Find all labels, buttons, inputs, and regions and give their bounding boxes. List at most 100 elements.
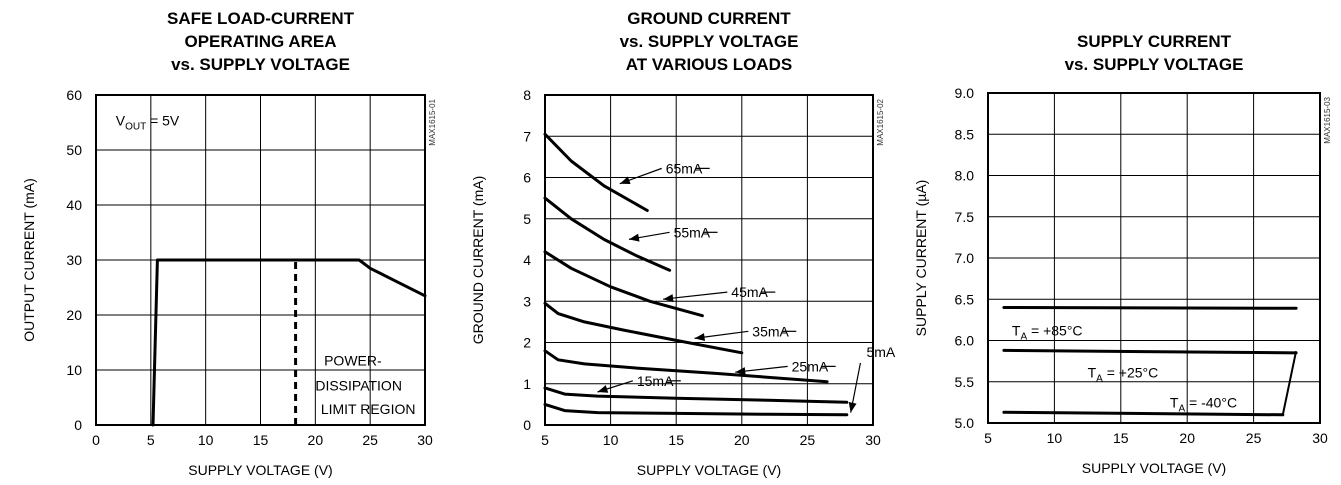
annotation-subscript: A xyxy=(1020,332,1027,343)
chart-title-line: SUPPLY CURRENT xyxy=(1077,32,1232,51)
x-tick-label: 15 xyxy=(1113,430,1129,446)
y-tick-label: 40 xyxy=(66,197,82,213)
x-tick-label: 25 xyxy=(800,432,816,448)
figure-code: MAX1615-02 xyxy=(876,98,885,145)
y-tick-label: 8.0 xyxy=(955,168,975,184)
annotation-label: 45mA xyxy=(731,284,768,300)
annotation-label: VOUT = 5V xyxy=(116,112,180,132)
series-line-4 xyxy=(543,301,744,355)
annotation-label: DISSIPATION xyxy=(315,377,402,393)
y-tick-label: 6.5 xyxy=(955,291,975,307)
x-tick-label: 15 xyxy=(668,432,684,448)
y-tick-label: 60 xyxy=(66,87,82,103)
series-line-1 xyxy=(1002,306,1298,310)
x-tick-label: 5 xyxy=(541,432,549,448)
y-tick-label: 4 xyxy=(523,252,531,268)
plot-frame xyxy=(95,94,426,426)
connector-line xyxy=(1281,351,1298,415)
x-tick-label: 10 xyxy=(1047,430,1063,446)
x-tick-label: 10 xyxy=(198,432,214,448)
chart-title-line: SAFE LOAD-CURRENT xyxy=(167,9,355,28)
annotation-label: LIMIT REGION xyxy=(321,401,416,417)
annotation-subscript: A xyxy=(1178,403,1185,414)
x-tick-label: 25 xyxy=(362,432,378,448)
x-tick-label: 20 xyxy=(734,432,750,448)
chart-title-line: vs. SUPPLY VOLTAGE xyxy=(620,32,799,51)
x-tick-label: 20 xyxy=(1179,430,1195,446)
annotation-label: 15mA xyxy=(637,373,674,389)
y-tick-label: 3 xyxy=(523,293,531,309)
y-tick-label: 7.5 xyxy=(955,209,975,225)
annotation-label: 65mA xyxy=(666,160,703,176)
x-axis-label: SUPPLY VOLTAGE (V) xyxy=(1082,460,1226,476)
series-line-5 xyxy=(543,349,829,384)
annotation-label: POWER- xyxy=(324,353,382,369)
arrowhead xyxy=(694,333,706,342)
x-tick-label: 15 xyxy=(253,432,269,448)
chart-title-line: GROUND CURRENT xyxy=(627,9,791,28)
x-tick-label: 30 xyxy=(1312,430,1328,446)
y-tick-label: 6 xyxy=(523,170,531,186)
annotation-subscript: OUT xyxy=(125,121,146,132)
y-axis-label: SUPPLY CURRENT (µA) xyxy=(913,180,929,337)
x-tick-label: 20 xyxy=(308,432,324,448)
chart-title-line: OPERATING AREA xyxy=(184,32,336,51)
y-tick-label: 50 xyxy=(66,142,82,158)
annotation-tail: = 5V xyxy=(146,112,180,128)
chart-3: SUPPLY CURRENT vs. SUPPLY VOLTAGE 5 10 15 20 2… xyxy=(913,32,1332,476)
figure-code: MAX1615-03 xyxy=(1323,96,1332,143)
annotation-label: TA = +85°C xyxy=(1012,323,1083,343)
chart-title-line: AT VARIOUS LOADS xyxy=(626,55,793,74)
y-tick-label: 8 xyxy=(523,87,531,103)
x-tick-label: 25 xyxy=(1246,430,1262,446)
y-axis-label: GROUND CURRENT (mA) xyxy=(470,176,486,345)
y-tick-label: 30 xyxy=(66,252,82,268)
y-tick-label: 7.0 xyxy=(955,250,975,266)
annotation-label: 55mA xyxy=(674,224,711,240)
arrowhead xyxy=(597,385,609,393)
y-tick-label: 10 xyxy=(66,362,82,378)
annotation-label: 35mA xyxy=(752,323,789,339)
arrowhead xyxy=(619,176,631,185)
chart-title-line: vs. SUPPLY VOLTAGE xyxy=(171,55,350,74)
annotation-tail: = +85°C xyxy=(1027,323,1082,339)
plot-frame xyxy=(544,94,874,426)
y-tick-label: 0 xyxy=(523,417,531,433)
annotation-tail: = +25°C xyxy=(1103,365,1158,381)
arrowhead xyxy=(735,367,746,376)
y-tick-label: 1 xyxy=(523,376,531,392)
series-line-2 xyxy=(1002,348,1298,355)
x-tick-label: 5 xyxy=(984,430,992,446)
figure-code: MAX1615-01 xyxy=(428,98,437,145)
annotation-label: 5mA xyxy=(866,344,895,360)
annotation-label: TA = -40°C xyxy=(1170,394,1237,414)
y-tick-label: 0 xyxy=(74,417,82,433)
y-tick-label: 9.0 xyxy=(955,85,975,101)
x-tick-label: 5 xyxy=(147,432,155,448)
arrowhead xyxy=(628,233,640,242)
series-line-3 xyxy=(1002,410,1285,417)
y-axis-label: OUTPUT CURRENT (mA) xyxy=(21,178,37,342)
y-tick-label: 2 xyxy=(523,335,531,351)
series-line-3 xyxy=(543,250,704,318)
x-tick-label: 30 xyxy=(417,432,433,448)
series-line-1 xyxy=(151,258,427,427)
annotation-tail: = -40°C xyxy=(1185,394,1237,410)
series-line-7 xyxy=(543,402,849,417)
x-axis-label: SUPPLY VOLTAGE (V) xyxy=(637,462,781,478)
y-tick-label: 7 xyxy=(523,128,531,144)
x-tick-label: 10 xyxy=(603,432,619,448)
chart-1: SAFE LOAD-CURRENT OPERATING AREA vs. SUPPL… xyxy=(21,9,437,478)
annotation-label: TA = +25°C xyxy=(1088,365,1159,385)
arrowhead xyxy=(848,402,857,413)
y-tick-label: 5.0 xyxy=(955,415,975,431)
series-line-2 xyxy=(543,196,672,272)
y-tick-label: 8.5 xyxy=(955,126,975,142)
chart-2: GROUND CURRENT vs. SUPPLY VOLTAGE AT VARIO… xyxy=(470,9,896,478)
y-tick-label: 5 xyxy=(523,211,531,227)
y-tick-label: 20 xyxy=(66,307,82,323)
x-tick-label: 0 xyxy=(92,432,100,448)
y-tick-label: 5.5 xyxy=(955,374,975,390)
annotation-arrow xyxy=(663,291,728,300)
